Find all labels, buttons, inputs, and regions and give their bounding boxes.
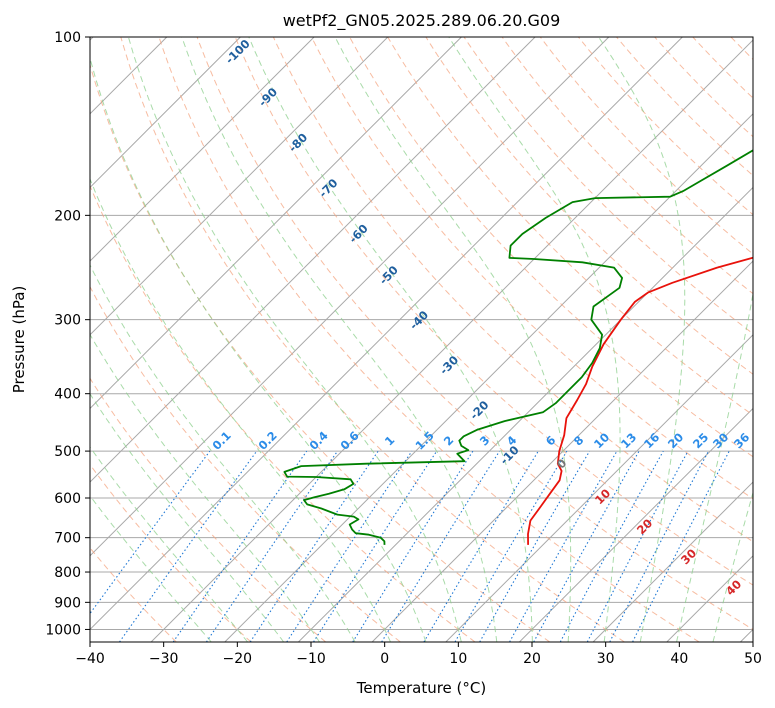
- dry-adiabat-line: [616, 37, 753, 177]
- y-tick-label: 300: [54, 313, 81, 329]
- chart-title: wetPf2_GN05.2025.289.06.20.G09: [283, 11, 561, 31]
- y-tick-label: 200: [54, 208, 81, 224]
- moist-adiabat-line: [90, 446, 248, 642]
- moist-adiabat-line: [127, 37, 462, 642]
- moist-adiabat-line: [90, 494, 212, 642]
- moist-adiabat-line: [448, 37, 621, 642]
- mixing-ratio-line: [533, 450, 640, 642]
- plot-frame: [89, 36, 754, 643]
- isotherm-line: [90, 37, 389, 336]
- x-tick-label: −40: [75, 651, 105, 667]
- mixing-ratio-line: [423, 450, 539, 642]
- mixing-ratio-line: [381, 450, 500, 642]
- y-tick-label: 1000: [45, 622, 81, 638]
- dry-adiabat-line: [234, 37, 753, 586]
- moist-adiabat-line: [676, 291, 753, 642]
- dry-adiabat-line: [311, 37, 753, 500]
- dewpoint-profile-line: [283, 149, 753, 545]
- isotherm-line: [90, 37, 683, 631]
- isotherm-line: [90, 37, 610, 557]
- moist-adiabat-line: [90, 177, 391, 642]
- dry-adiabat-line: [501, 37, 753, 295]
- y-tick-label: 700: [54, 531, 81, 547]
- mixing-ratio-line: [313, 450, 438, 642]
- chart-series: [283, 149, 753, 545]
- mixing-ratio-line: [559, 450, 664, 642]
- moist-adiabat-line: [181, 37, 498, 642]
- y-tick-label: 900: [54, 595, 81, 611]
- x-tick-label: 40: [670, 651, 688, 667]
- moist-adiabat-line: [598, 37, 686, 642]
- mixing-ratio-line: [205, 450, 338, 642]
- mixing-ratio-line: [454, 450, 568, 642]
- moist-adiabat-line: [90, 55, 427, 642]
- dry-adiabat-line: [120, 37, 625, 642]
- mixing-ratio-line: [172, 450, 308, 642]
- y-tick-label: 100: [54, 30, 81, 46]
- x-tick-label: 0: [380, 651, 389, 667]
- temperature-profile-line: [527, 256, 753, 545]
- y-axis-title: Pressure (hPa): [10, 286, 28, 394]
- x-tick-label: 20: [523, 651, 541, 667]
- moist-adiabat-line: [90, 264, 356, 642]
- mixing-ratio-line: [352, 450, 474, 642]
- mixing-ratio-line: [509, 450, 618, 642]
- x-tick-label: 30: [597, 651, 615, 667]
- isotherm-line: [90, 37, 462, 410]
- x-tick-label: 10: [449, 651, 467, 667]
- dry-adiabat-line: [90, 463, 252, 642]
- isotherm-line: [592, 481, 753, 642]
- chart-axes: −40 −30 −20 −10 0 10 20 30 40 50 100 200 300 400 500 60…: [45, 30, 762, 667]
- x-tick-label: 50: [744, 651, 762, 667]
- dry-adiabat-line: [90, 63, 551, 642]
- isotherm-line: [371, 260, 753, 642]
- isotherm-line: [90, 37, 536, 483]
- y-tick-label: 800: [54, 565, 81, 581]
- isotherm-line: [519, 407, 753, 642]
- moist-adiabat-line: [90, 333, 320, 642]
- moist-adiabat-line: [248, 37, 533, 642]
- isotherm-line: [90, 37, 315, 262]
- mixing-ratio-line: [90, 450, 211, 615]
- x-tick-label: −10: [296, 651, 326, 667]
- dry-adiabat-line: [463, 37, 753, 335]
- isotherm-line: [90, 37, 241, 189]
- mixing-ratio-line: [119, 450, 258, 642]
- y-tick-label: 600: [54, 491, 81, 507]
- isotherm-line: [445, 334, 753, 642]
- moist-adiabat-line: [334, 37, 572, 642]
- x-tick-label: −30: [149, 651, 179, 667]
- moist-adiabat-line: [90, 393, 285, 642]
- isotherm-line: [224, 113, 753, 642]
- dry-adiabat-line: [387, 37, 753, 416]
- mixing-ratio-line: [479, 450, 591, 642]
- moist-adiabat-line: [712, 491, 753, 642]
- y-tick-label: 500: [54, 444, 81, 460]
- y-tick-label: 400: [54, 387, 81, 403]
- dry-adiabat-line: [196, 37, 753, 631]
- x-axis-title: Temperature (°C): [356, 679, 486, 697]
- x-tick-label: −20: [223, 651, 253, 667]
